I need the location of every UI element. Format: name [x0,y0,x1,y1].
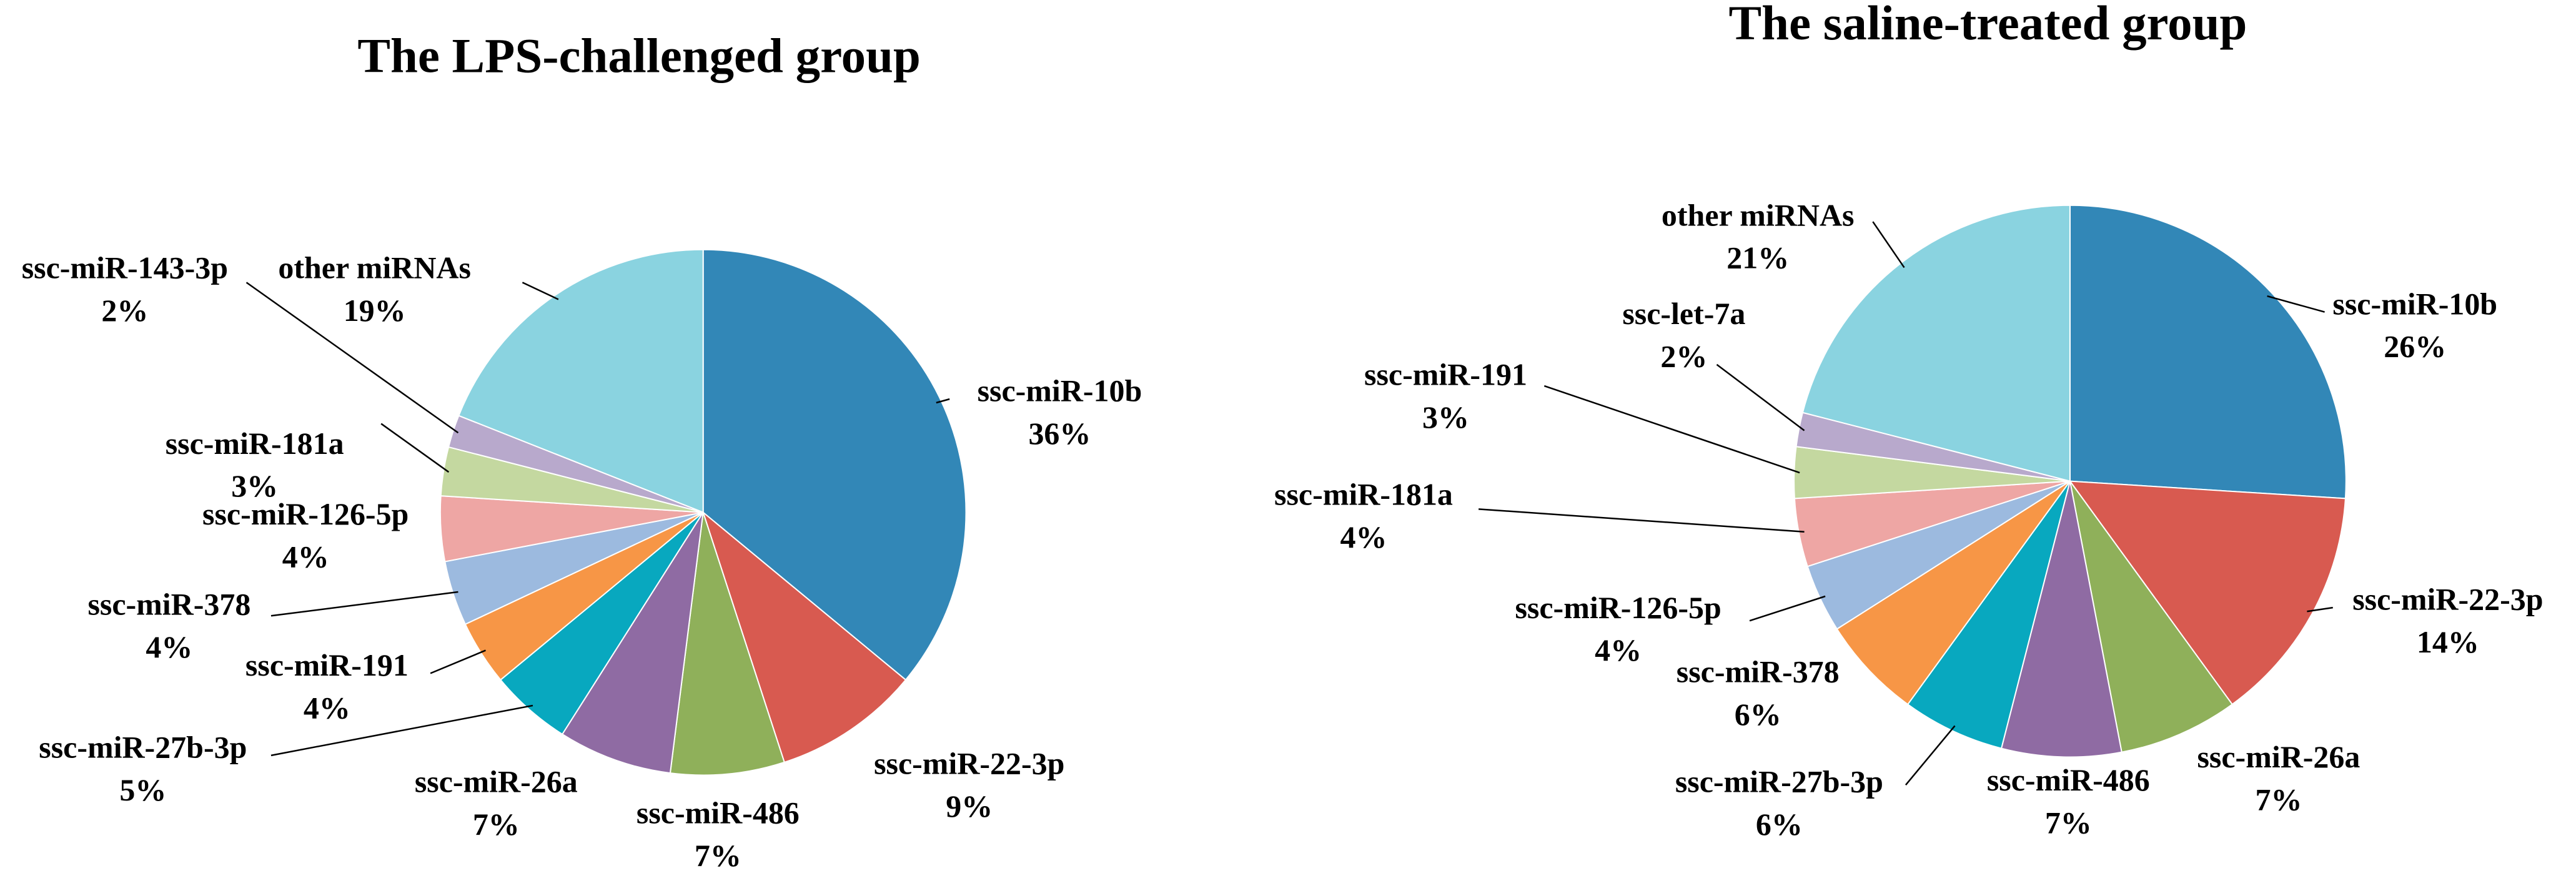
slice-label: ssc-miR-191 [1364,357,1527,391]
pie-slice [1906,481,2071,749]
slice-percent: 3% [1422,400,1469,435]
leader-line [245,282,459,434]
pie-slice [2068,480,2346,706]
leader-line [270,591,458,617]
slice-percent: 7% [473,807,520,842]
slice-label: ssc-miR-27b-3p [1675,764,1883,799]
slice-label: other miRNAs [1662,197,1855,232]
slice-percent: 14% [2417,624,2479,659]
slice-label: ssc-miR-126-5p [202,496,409,531]
slice-percent: 5% [119,772,166,807]
slice-percent: 6% [1735,697,1781,732]
leader-line [1872,221,1905,268]
slice-label: ssc-miR-143-3p [22,250,228,285]
slice-label: ssc-miR-10b [978,373,1142,408]
slice-label: ssc-miR-378 [87,587,250,622]
slice-label: ssc-miR-22-3p [874,746,1064,781]
pie-slice [2069,481,2234,753]
slice-label: ssc-let-7a [1622,296,1745,331]
slice-percent: 26% [2384,329,2446,364]
leader-line [1749,595,1826,622]
slice-percent: 9% [946,789,993,824]
slice-percent: 2% [101,293,148,328]
leader-line [936,398,950,404]
slice-label: ssc-miR-378 [1677,654,1840,689]
leader-line [1716,363,1805,431]
leader-line [2307,606,2333,613]
pie-slice [2000,481,2123,758]
slice-label: ssc-miR-10b [2332,286,2497,321]
slice-label: other miRNAs [278,250,471,285]
slice-percent: 4% [146,629,192,664]
slice-percent: 21% [1726,240,1789,275]
slice-label: ssc-miR-191 [245,647,409,682]
leader-line [1479,508,1805,533]
slice-label: ssc-miR-181a [166,426,344,461]
slice-percent: 36% [1028,416,1091,451]
leader-line [380,423,450,473]
pie-slice [1836,480,2071,706]
slice-label: ssc-miR-27b-3p [39,729,247,764]
slice-percent: 3% [231,468,278,503]
pie-slice [702,249,967,681]
slice-percent: 19% [344,293,406,328]
slice-percent: 7% [2045,805,2092,840]
leader-line [1543,385,1800,474]
pie-slice [458,249,704,514]
leader-line [270,704,533,757]
leader-line [1905,725,1956,785]
pie-slice [669,512,785,776]
slice-percent: 4% [304,690,350,725]
slice-label: ssc-miR-26a [2197,739,2360,774]
leader-line [522,282,559,300]
slice-percent: 7% [695,838,741,873]
slice-label: ssc-miR-22-3p [2352,582,2543,617]
leader-line [430,649,486,674]
pie-slice [561,512,704,774]
slice-percent: 4% [1340,519,1387,554]
slice-label: ssc-miR-181a [1274,476,1453,511]
slice-label: ssc-miR-26a [415,764,578,799]
pie-slice [2069,204,2347,500]
slice-percent: 7% [2255,782,2302,817]
chart-title: The saline-treated group [1729,0,2247,51]
slice-label: ssc-miR-486 [1987,762,2150,797]
chart-title: The LPS-challenged group [357,29,921,83]
slice-label: ssc-miR-486 [637,795,800,830]
pie-slice [701,510,907,764]
slice-percent: 4% [1595,633,1642,667]
slice-percent: 4% [282,539,329,574]
slice-percent: 6% [1756,807,1803,842]
leader-line [2267,295,2325,313]
slice-label: ssc-miR-126-5p [1515,590,1721,625]
slice-percent: 2% [1660,338,1707,373]
